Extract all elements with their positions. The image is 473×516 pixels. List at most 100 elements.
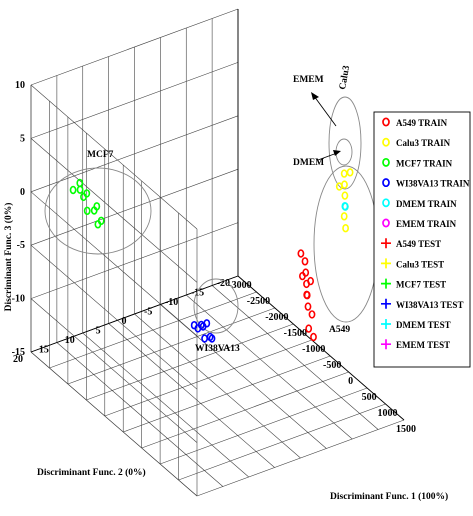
legend-label: DMEM TRAIN: [396, 199, 457, 209]
legend-label: DMEM TEST: [396, 320, 451, 330]
floor-grid-line: [123, 355, 331, 433]
legend-entry: A549 TRAIN: [382, 117, 448, 128]
y-axis-label: Discriminant Func. 2 (0%): [37, 467, 146, 478]
dmem-arrow-line: [317, 152, 338, 161]
floor-grid-line: [178, 403, 386, 481]
annotation-arrows: [311, 92, 341, 161]
mcf7-cluster-ellipse: [44, 167, 152, 255]
legend-plus-marker: [381, 319, 391, 329]
dmem-annotation: DMEM: [293, 158, 324, 168]
series-a549: [297, 249, 317, 342]
wall-grid-line: [30, 84, 198, 230]
z-tick-label: 0: [20, 187, 25, 198]
data-points: [69, 168, 354, 343]
y-tick-label: -5: [144, 307, 152, 318]
data-point: [208, 334, 216, 343]
a549-cluster-ellipse: [313, 165, 379, 323]
y-tick-label: 15: [39, 345, 49, 356]
data-point: [308, 310, 316, 319]
z-tick-label: 10: [15, 80, 25, 91]
data-point: [83, 206, 91, 216]
data-point: [94, 220, 102, 229]
legend-label: A549 TEST: [396, 239, 441, 249]
floor-grid-line: [141, 371, 349, 449]
legend-circle-marker: [382, 178, 390, 188]
legend-plus-marker: [381, 238, 391, 249]
legend-entry: Calu3 TEST: [381, 258, 444, 269]
floor-grid-line: [86, 323, 294, 401]
x-tick-label: -1000: [302, 344, 325, 355]
z-tick-label: 5: [20, 133, 25, 144]
x-tick-label: -2000: [265, 312, 288, 323]
legend-label: MCF7 TRAIN: [396, 158, 453, 168]
floor-grid-line: [196, 419, 405, 497]
floor-grid-line: [104, 339, 312, 417]
calu3-cluster-ellipse: [328, 96, 362, 190]
legend-circle-marker: [382, 198, 390, 208]
mcf7-annotation: MCF7: [87, 150, 114, 160]
data-point: [340, 169, 348, 178]
legend-entry: EMEM TEST: [381, 339, 450, 350]
emem-annotation: EMEM: [293, 75, 324, 85]
legend-label: A549 TRAIN: [396, 118, 448, 128]
floor-grid-line: [82, 332, 249, 478]
x-axis-line: [237, 275, 405, 421]
y-tick-label: -20: [217, 278, 230, 289]
legend: A549 TRAIN Calu3 TRAIN MCF7 TRAIN WI38VA13 …: [373, 111, 471, 368]
series-dmem: [341, 202, 349, 211]
wall-grid-line: [30, 8, 239, 86]
legend-entry: A549 TEST: [381, 238, 441, 249]
legend-entry: MCF7 TRAIN: [382, 157, 453, 168]
legend-label: EMEM TEST: [396, 340, 450, 350]
floor-grid-line: [160, 387, 368, 465]
data-point: [307, 276, 314, 286]
wall-grid-line: [30, 222, 239, 299]
y-tick-label: -15: [191, 288, 204, 299]
legend-label: EMEM TRAIN: [396, 219, 457, 229]
x-axis-label: Discriminant Func. 1 (100%): [330, 491, 448, 502]
data-point: [297, 249, 305, 258]
y-tick-label: 0: [122, 316, 127, 327]
wall-grid-line: [30, 168, 239, 246]
legend-circle-marker: [382, 218, 390, 228]
z-tick-label: -15: [12, 347, 25, 358]
axis-grid: [30, 8, 405, 497]
x-tick-label: -3000: [228, 280, 251, 291]
y-tick-label: 20: [13, 354, 23, 365]
legend-label: MCF7 TEST: [396, 280, 446, 290]
y-tick-label: 5: [96, 326, 101, 337]
x-tick-label: 1000: [378, 408, 398, 419]
series-wi38va13: [190, 319, 216, 343]
legend-label: Calu3 TEST: [396, 259, 444, 269]
legend-plus-marker: [381, 258, 391, 269]
wi38va13-cluster-ellipse: [193, 278, 239, 334]
floor-grid-line: [211, 285, 379, 430]
wall-grid-line: [30, 115, 239, 193]
x-tick-label: 500: [362, 392, 377, 403]
wall-grid-line: [30, 62, 239, 139]
wall-grid-line: [30, 138, 198, 283]
emem-arrow-line: [313, 95, 337, 127]
data-point: [203, 319, 211, 328]
data-point: [201, 334, 208, 343]
legend-entry: WI38VA13 TRAIN: [382, 178, 470, 189]
floor-grid-line: [56, 342, 224, 487]
emem-arrow-head: [311, 92, 319, 100]
data-point: [298, 271, 306, 281]
wi38va13-annotation: WI38VA13: [195, 344, 240, 354]
wall-grid-line: [30, 351, 198, 497]
legend-label: WI38VA13 TRAIN: [396, 179, 470, 189]
legend-plus-marker: [381, 298, 391, 309]
x-tick-label: -500: [323, 360, 341, 371]
data-point: [93, 202, 101, 211]
data-point: [304, 302, 312, 311]
legend-label: WI38VA13 TEST: [396, 300, 463, 310]
data-point: [76, 185, 84, 194]
a549-annotation: A549: [329, 325, 350, 335]
data-point: [80, 192, 87, 202]
data-point: [69, 185, 77, 195]
legend-entry: DMEM TEST: [381, 319, 451, 330]
y-tick-label: 10: [65, 335, 75, 346]
